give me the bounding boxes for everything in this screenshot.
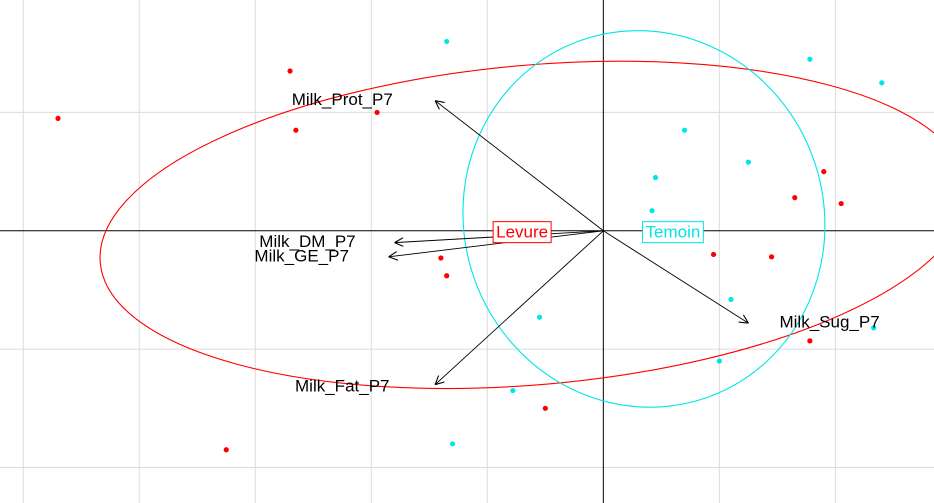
- point-levure: [55, 115, 61, 121]
- arrow-label-milk-fat-p7: Milk_Fat_P7: [295, 376, 389, 395]
- point-temoin: [807, 56, 813, 62]
- point-levure: [542, 405, 548, 411]
- point-levure: [821, 169, 827, 175]
- point-temoin: [728, 296, 734, 303]
- point-temoin: [536, 314, 543, 320]
- arrow-label-milk-ge-p7: Milk_GE_P7: [254, 246, 348, 265]
- arrow-milk-fat-p7: [435, 230, 604, 385]
- point-levure: [223, 447, 229, 453]
- arrow-label-milk-dm-p7: Milk_DM_P7: [259, 232, 355, 251]
- ellipses: [99, 30, 934, 408]
- loading-arrows: [389, 101, 749, 385]
- point-temoin: [510, 387, 516, 394]
- point-temoin: [681, 127, 688, 133]
- arrow-milk-prot-p7: [435, 101, 604, 232]
- point-levure: [374, 109, 380, 116]
- points: [55, 38, 885, 453]
- group-label-box-levure: [492, 221, 552, 244]
- ellipse-levure: [99, 60, 934, 390]
- point-temoin: [716, 358, 722, 364]
- point-levure: [792, 195, 798, 201]
- arrow-milk-sug-p7: [603, 230, 748, 323]
- point-temoin: [745, 159, 751, 165]
- ellipse-temoin: [462, 30, 826, 408]
- point-levure: [293, 127, 299, 133]
- point-levure: [287, 68, 293, 74]
- point-temoin: [649, 208, 655, 214]
- point-temoin: [652, 174, 659, 181]
- point-temoin: [871, 325, 877, 331]
- group-label-box-temoin: [642, 221, 704, 244]
- point-levure: [838, 200, 844, 207]
- point-temoin: [449, 441, 456, 447]
- arrow-label-milk-sug-p7: Milk_Sug_P7: [779, 313, 879, 332]
- point-temoin: [444, 38, 450, 45]
- group-label-levure: Levure: [496, 223, 548, 242]
- group-label-temoin: Temoin: [646, 223, 701, 242]
- point-temoin: [879, 80, 885, 86]
- point-levure: [710, 251, 717, 258]
- arrow-label-milk-prot-p7: Milk_Prot_P7: [292, 90, 393, 109]
- point-levure: [438, 255, 444, 261]
- point-levure: [807, 338, 813, 344]
- point-levure: [444, 273, 450, 279]
- arrow-milk-ge-p7: [389, 230, 604, 257]
- point-levure: [768, 254, 775, 260]
